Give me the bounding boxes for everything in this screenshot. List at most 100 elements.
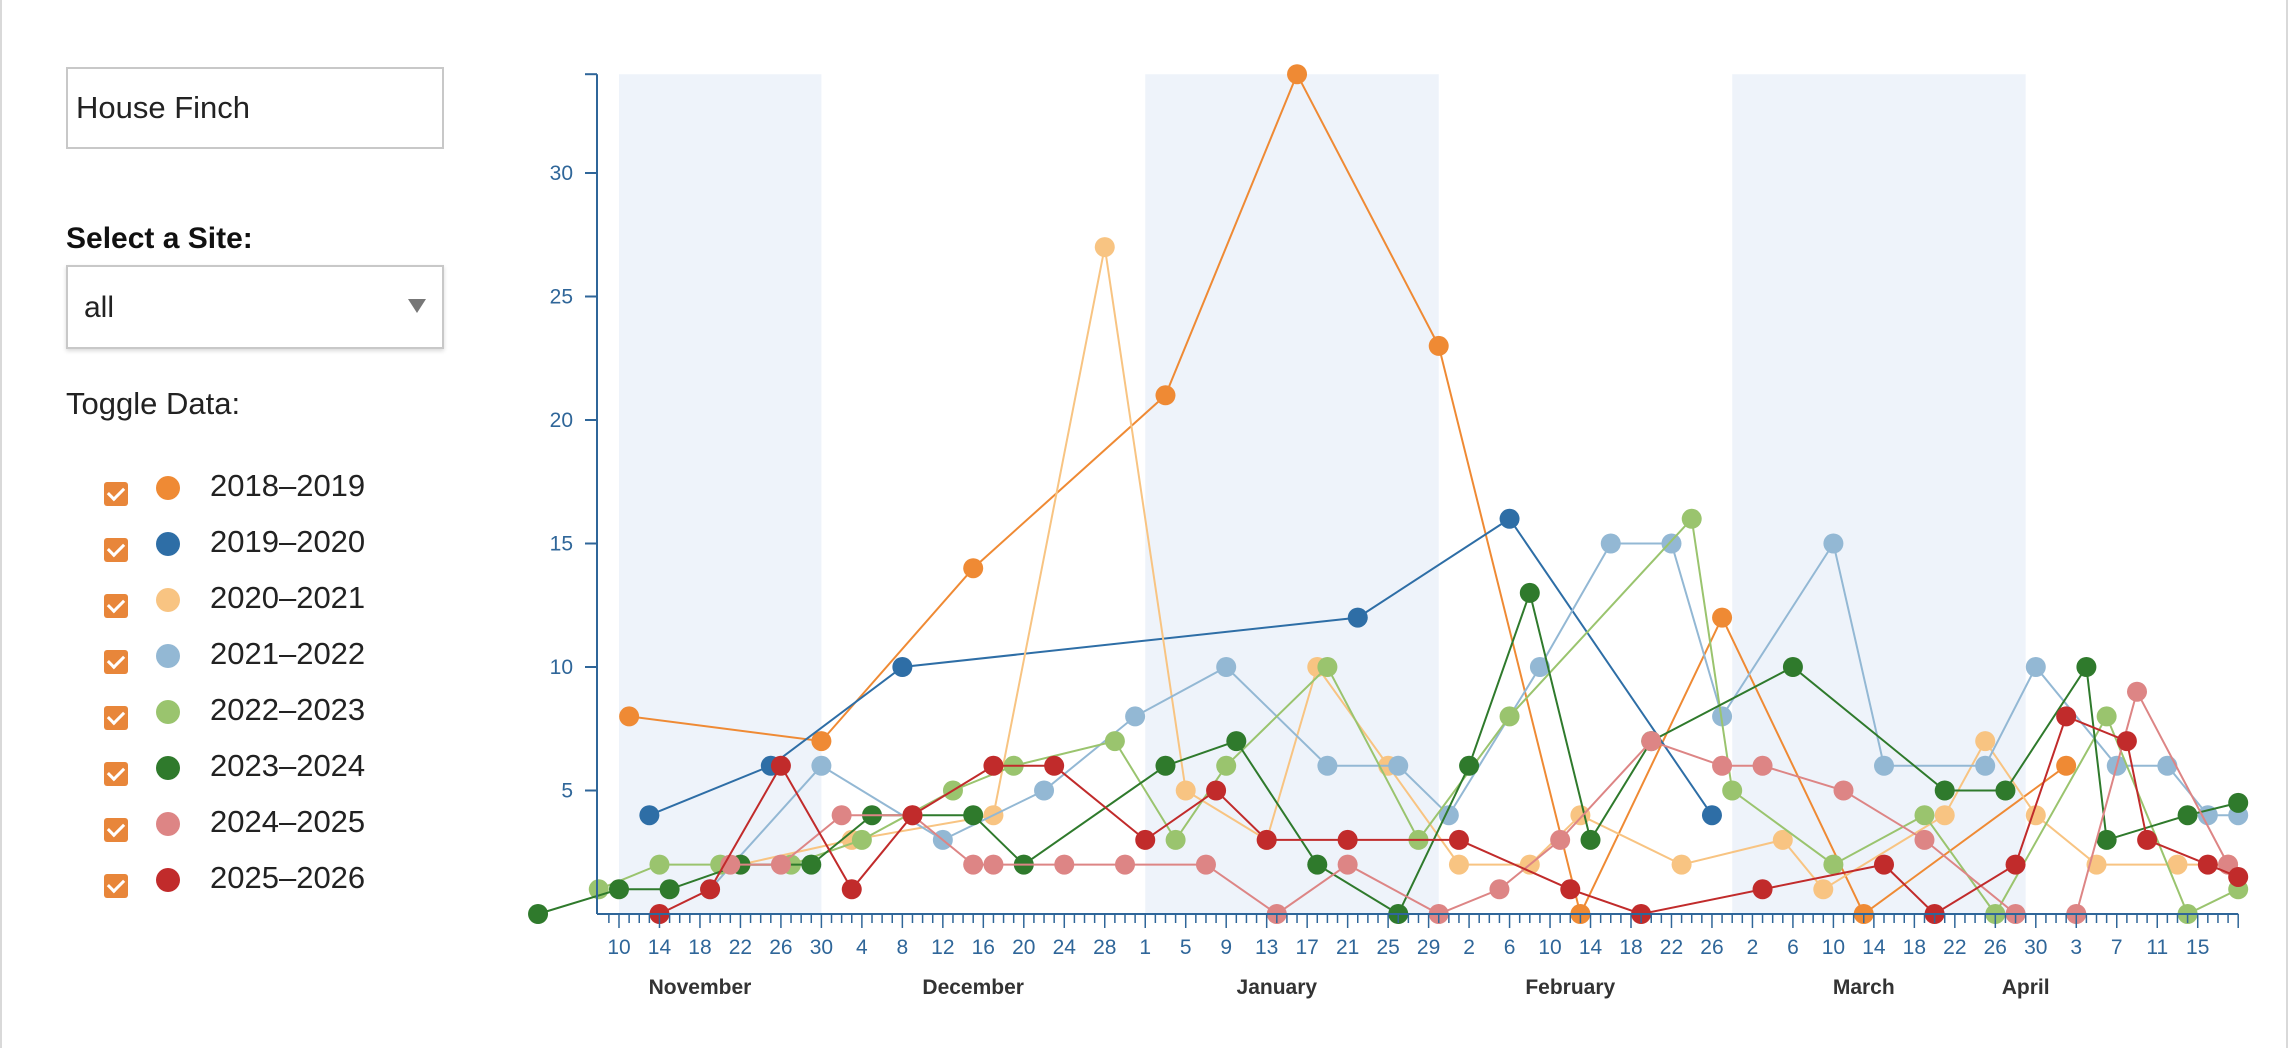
data-point <box>1600 533 1621 554</box>
x-tick-label: 2 <box>1463 936 1475 959</box>
data-point <box>1226 731 1247 752</box>
x-tick-label: 10 <box>607 936 630 959</box>
data-point <box>1287 64 1308 85</box>
legend-label: 2019–2020 <box>210 524 366 559</box>
x-tick-label: 29 <box>1417 936 1440 959</box>
legend-swatch <box>156 812 180 836</box>
checkbox-checked-icon[interactable] <box>104 818 128 842</box>
data-point <box>983 854 1004 875</box>
x-tick-label: 26 <box>769 936 792 959</box>
data-point <box>1499 508 1520 529</box>
data-point <box>1347 607 1368 628</box>
data-point <box>983 755 1004 776</box>
x-tick-label: 30 <box>2024 936 2047 959</box>
x-tick-label: 2 <box>1747 936 1759 959</box>
x-tick-label: 22 <box>729 936 752 959</box>
checkbox-checked-icon[interactable] <box>104 762 128 786</box>
data-point <box>2197 805 2218 826</box>
legend-swatch <box>156 644 180 668</box>
shaded-bands <box>619 74 2026 914</box>
legend-swatch <box>156 588 180 612</box>
x-tick-label: 7 <box>2111 936 2123 959</box>
legend-swatch <box>156 700 180 724</box>
data-point <box>1580 829 1601 850</box>
data-point <box>1671 854 1692 875</box>
data-point <box>2228 866 2249 887</box>
legend-item[interactable]: 2023–2024 <box>104 742 424 786</box>
legend-item[interactable]: 2024–2025 <box>104 798 424 842</box>
data-point <box>1337 854 1358 875</box>
series <box>619 64 2077 924</box>
chevron-down-icon <box>408 299 426 313</box>
legend-label: 2018–2019 <box>210 468 366 503</box>
data-point <box>2137 829 2158 850</box>
data-point <box>1165 829 1186 850</box>
legend-label: 2023–2024 <box>210 748 366 783</box>
legend-item[interactable]: 2019–2020 <box>104 518 424 562</box>
legend-item[interactable]: 2018–2019 <box>104 462 424 506</box>
data-point <box>1752 879 1773 900</box>
series-line <box>648 517 1713 817</box>
data-point <box>1155 755 1176 776</box>
legend-swatch <box>156 476 180 500</box>
data-point <box>1813 879 1834 900</box>
data-point <box>1701 805 1722 826</box>
x-tick-label: 21 <box>1336 936 1359 959</box>
data-point <box>1175 780 1196 801</box>
data-point <box>639 805 660 826</box>
checkbox-checked-icon[interactable] <box>104 650 128 674</box>
species-input[interactable] <box>66 67 444 149</box>
x-tick-label: 20 <box>1012 936 1035 959</box>
data-point <box>2157 755 2178 776</box>
y-tick-label: 10 <box>550 656 573 679</box>
data-point <box>2005 854 2026 875</box>
x-tick-label: 30 <box>810 936 833 959</box>
shaded-band <box>1732 74 2026 914</box>
x-tick-label: 13 <box>1255 936 1278 959</box>
series <box>649 706 2249 924</box>
legend-label: 2025–2026 <box>210 860 366 895</box>
data-point <box>1975 755 1996 776</box>
checkbox-checked-icon[interactable] <box>104 874 128 898</box>
data-point <box>892 657 913 677</box>
data-point <box>1874 854 1894 875</box>
data-point <box>2076 657 2097 677</box>
data-point <box>1661 533 1682 554</box>
legend-swatch <box>156 532 180 556</box>
data-point <box>1529 657 1550 677</box>
data-point <box>1722 780 1743 801</box>
x-tick-label: 28 <box>1093 936 1116 959</box>
legend-item[interactable]: 2021–2022 <box>104 630 424 674</box>
data-point <box>1914 829 1935 850</box>
x-tick-label: 18 <box>1903 936 1926 959</box>
x-tick-label: 6 <box>1504 936 1516 959</box>
data-point <box>1823 533 1844 554</box>
legend-item[interactable]: 2022–2023 <box>104 686 424 730</box>
data-point <box>1712 607 1733 628</box>
legend-item[interactable]: 2020–2021 <box>104 574 424 618</box>
series-line <box>628 71 2067 917</box>
data-point <box>811 755 832 776</box>
data-point <box>1874 755 1894 776</box>
legend-item[interactable]: 2025–2026 <box>104 854 424 898</box>
checkbox-checked-icon[interactable] <box>104 706 128 730</box>
data-point <box>1094 237 1115 258</box>
site-select[interactable]: all <box>66 265 444 349</box>
data-point <box>770 755 791 776</box>
data-point <box>1317 657 1338 677</box>
data-point <box>801 854 822 875</box>
data-point <box>1044 755 1065 776</box>
data-point <box>851 829 872 850</box>
x-tick-label: 26 <box>1984 936 2007 959</box>
data-point <box>1752 755 1773 776</box>
data-point <box>963 854 984 875</box>
checkbox-checked-icon[interactable] <box>104 594 128 618</box>
data-point <box>2056 755 2077 776</box>
x-tick-label: 6 <box>1787 936 1799 959</box>
y-tick-label: 25 <box>550 286 573 309</box>
data-point <box>1256 829 1277 850</box>
checkbox-checked-icon[interactable] <box>104 538 128 562</box>
data-point <box>2096 706 2117 727</box>
checkbox-checked-icon[interactable] <box>104 482 128 506</box>
month-label: April <box>2002 976 2050 999</box>
